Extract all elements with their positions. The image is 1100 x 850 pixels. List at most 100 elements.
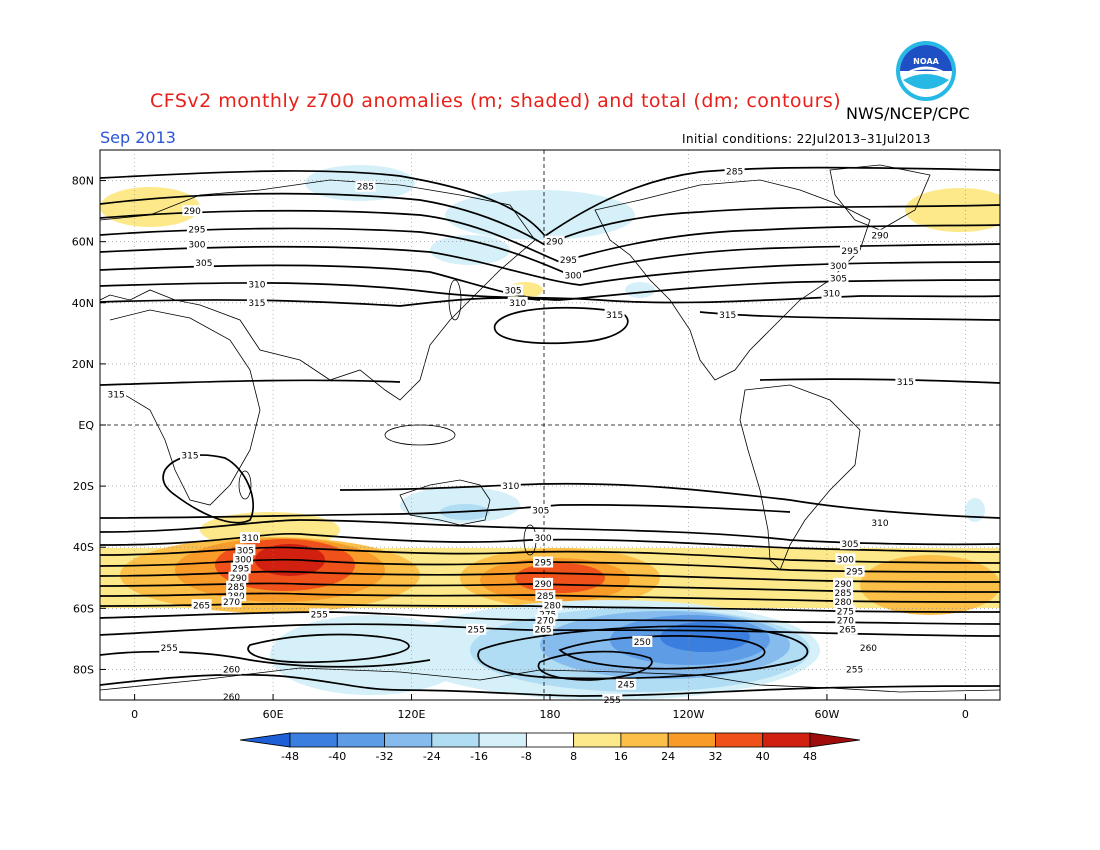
contour-label-bg bbox=[828, 272, 849, 284]
contour-line bbox=[247, 633, 410, 664]
contour-label-bg bbox=[870, 229, 890, 241]
negative-anomaly-area bbox=[965, 498, 985, 522]
contour-label-bg bbox=[858, 642, 879, 654]
contour-label-bg bbox=[533, 577, 554, 589]
colorbar-label: 48 bbox=[803, 750, 817, 763]
south-america-outline bbox=[739, 384, 861, 571]
contour-line bbox=[100, 379, 401, 386]
contour-line bbox=[100, 650, 431, 668]
contour-label-bg bbox=[558, 254, 579, 265]
colorbar: -48 -40 -32 -24 -16 -8 8 16 24 32 40 48 bbox=[239, 732, 861, 763]
contour-label-bg bbox=[503, 284, 524, 296]
latitude-label: 40S bbox=[73, 541, 94, 554]
negative-anomaly-area bbox=[430, 235, 510, 265]
contour-label-bg bbox=[833, 577, 854, 589]
contour-label-bg bbox=[533, 556, 554, 568]
colorbar-label: 40 bbox=[756, 750, 770, 763]
contour-label: 310 bbox=[509, 299, 526, 309]
contour-label: 290 bbox=[184, 207, 201, 217]
contour-label: 315 bbox=[897, 378, 914, 388]
contour-label-bg bbox=[221, 596, 242, 608]
contour-label-bg bbox=[616, 678, 637, 690]
eurasia-outline bbox=[100, 179, 536, 401]
positive-anomaly-area bbox=[515, 563, 605, 593]
contour-label-bg bbox=[186, 238, 207, 250]
contour-label: 295 bbox=[534, 559, 551, 569]
contour-label-bg bbox=[535, 614, 556, 626]
colorbar-label: -48 bbox=[281, 750, 299, 763]
contour-label-bg bbox=[828, 260, 849, 272]
contour-label: 295 bbox=[846, 568, 863, 578]
contour-label: 295 bbox=[841, 247, 858, 257]
contour-label: 300 bbox=[188, 241, 205, 251]
contour-label: 305 bbox=[504, 287, 521, 297]
contour-label: 290 bbox=[546, 238, 563, 248]
contour-label: 310 bbox=[871, 519, 888, 529]
contour-line bbox=[100, 673, 1000, 697]
contour-label: 285 bbox=[357, 183, 374, 193]
contour-label: 270 bbox=[837, 617, 854, 627]
contour-label: 305 bbox=[830, 274, 847, 284]
contour-label-bg bbox=[159, 642, 180, 654]
positive-anomaly-area bbox=[860, 555, 1000, 615]
contour-label: 300 bbox=[534, 534, 551, 544]
longitude-label: 180 bbox=[540, 708, 561, 721]
contour-label-bg bbox=[246, 296, 267, 308]
contour-label: 310 bbox=[248, 280, 265, 290]
longitude-label: 120E bbox=[398, 708, 426, 721]
contour-label-bg bbox=[106, 388, 127, 400]
contour-line bbox=[100, 264, 1000, 301]
contour-label: 270 bbox=[537, 617, 554, 627]
contour-label-bg bbox=[226, 580, 247, 592]
colorbar-label: -40 bbox=[328, 750, 346, 763]
contour-label: 305 bbox=[841, 540, 858, 550]
colorbar-bin bbox=[384, 732, 433, 748]
contour-label: 255 bbox=[468, 626, 485, 636]
contour-label: 255 bbox=[604, 696, 621, 706]
contour-label-bg bbox=[507, 296, 528, 308]
contour-label: 310 bbox=[502, 482, 519, 492]
contour-label-bg bbox=[193, 257, 214, 269]
colorbar-bin bbox=[525, 732, 575, 748]
contour-label: 265 bbox=[193, 601, 210, 611]
contour-label-bg bbox=[604, 309, 625, 320]
contour-label-bg bbox=[821, 287, 842, 299]
contour-label: 280 bbox=[544, 601, 561, 611]
latitude-label: 20N bbox=[72, 358, 94, 371]
contour-label: 305 bbox=[195, 259, 212, 269]
colorbar-bin bbox=[620, 732, 669, 748]
contour-label: 265 bbox=[839, 626, 856, 636]
madagascar-outline bbox=[238, 470, 252, 500]
contour-label: 315 bbox=[606, 311, 623, 321]
noaa-logo-icon: NOAA bbox=[896, 41, 956, 101]
greenland-outline bbox=[829, 164, 931, 231]
contour-label-bg bbox=[724, 165, 745, 177]
contour-label: 260 bbox=[223, 693, 240, 703]
colorbar-bin bbox=[336, 732, 385, 748]
colorbar-label: 16 bbox=[614, 750, 628, 763]
contour-line bbox=[162, 454, 255, 524]
colorbar-bin bbox=[667, 732, 716, 748]
contour-line bbox=[537, 650, 653, 681]
longitude-labels: 0 60E 120E 180 120W 60W 0 bbox=[131, 694, 969, 721]
colorbar-bin bbox=[762, 732, 811, 748]
contour-label: 295 bbox=[232, 565, 249, 575]
contour-label-bg bbox=[466, 623, 487, 635]
positive-anomaly-area bbox=[905, 188, 1000, 232]
contour-line bbox=[100, 245, 1000, 286]
contour-line bbox=[699, 311, 1000, 321]
contour-label-bg bbox=[717, 309, 738, 320]
contour-label: 290 bbox=[230, 574, 247, 584]
contour-label-bg bbox=[221, 690, 242, 702]
contour-label-bg bbox=[542, 599, 563, 611]
contour-label: 310 bbox=[823, 290, 840, 300]
contour-label-bg bbox=[835, 553, 856, 565]
contour-label-bg bbox=[530, 504, 551, 516]
contour-line bbox=[339, 482, 1000, 519]
contour-label: 260 bbox=[223, 665, 240, 675]
contour-label: 265 bbox=[534, 626, 551, 636]
map-title: CFSv2 monthly z700 anomalies (m; shaded)… bbox=[150, 90, 842, 112]
contour-label-bg bbox=[240, 532, 260, 544]
contour-label: 305 bbox=[237, 546, 254, 556]
contour-label-bg bbox=[537, 608, 558, 620]
